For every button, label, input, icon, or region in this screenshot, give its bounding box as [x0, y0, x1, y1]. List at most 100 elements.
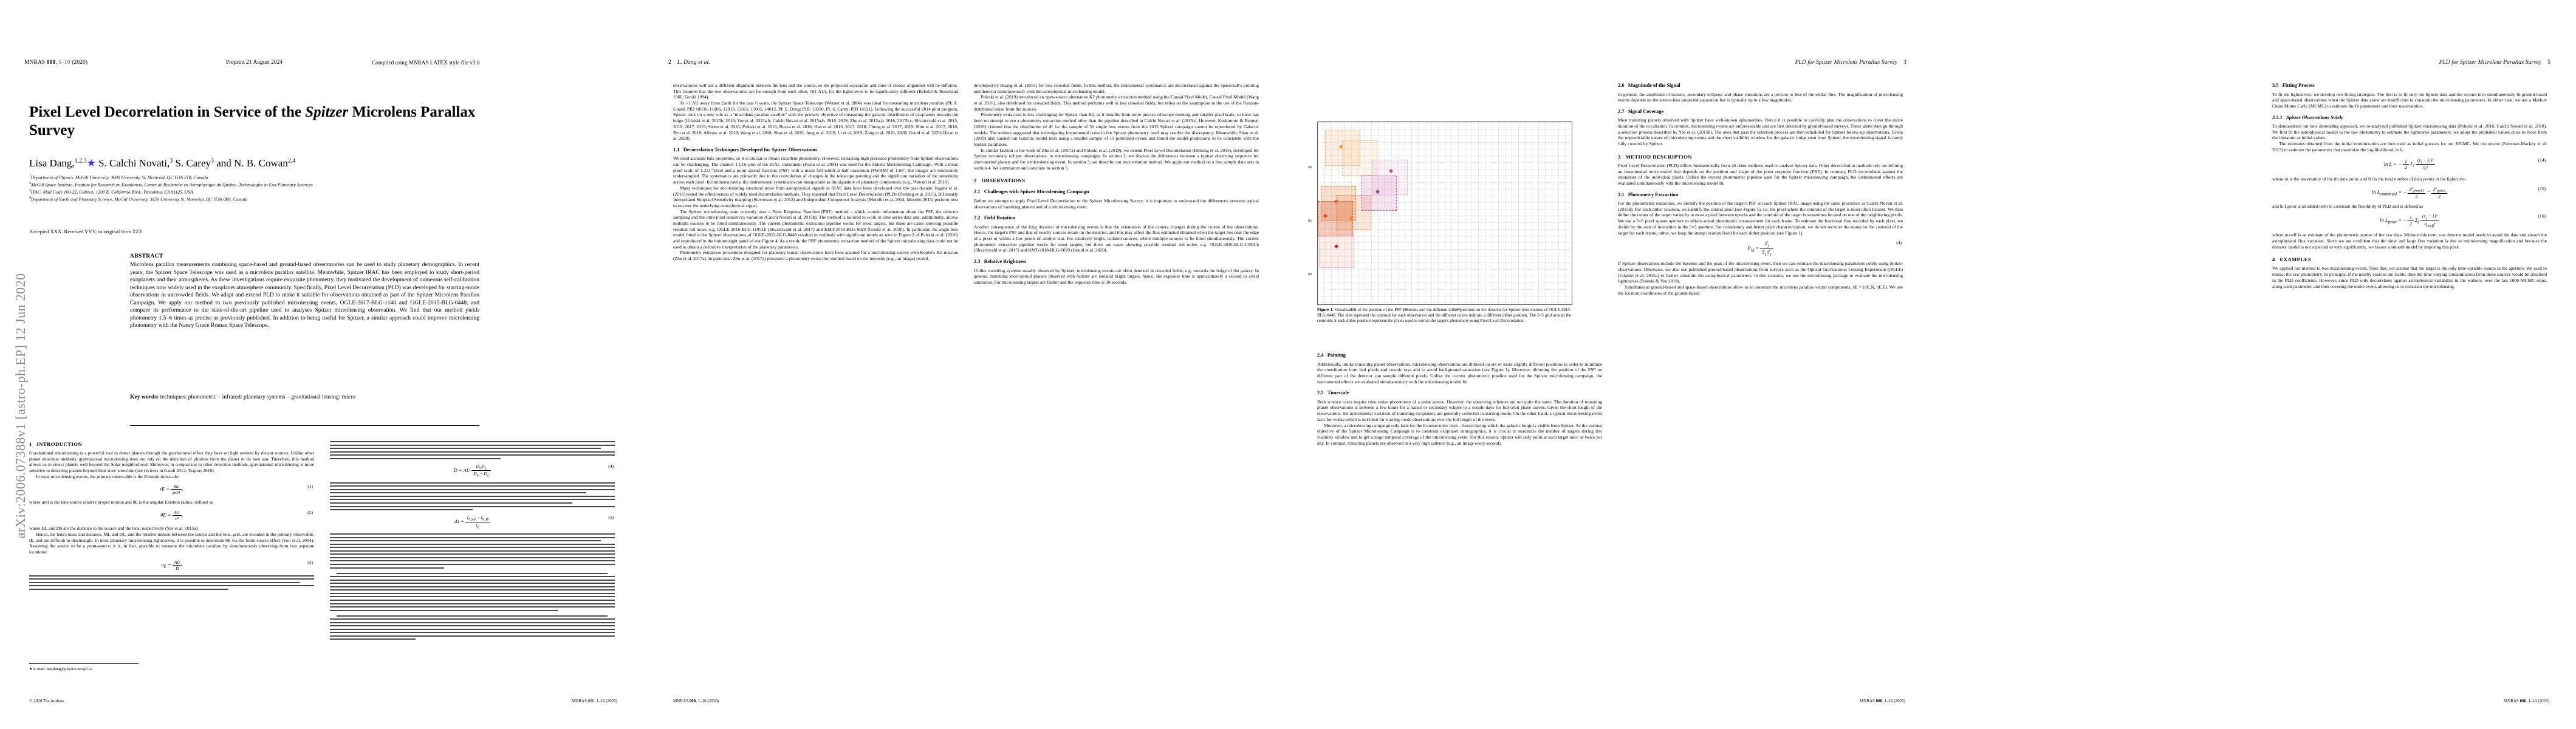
author-1-affil: 1,2,3: [74, 157, 87, 165]
dither-box-1: [1325, 131, 1360, 166]
arxiv-stamp: arXiv:2006.07388v1 [astro-ph.EP] 12 Jun …: [13, 273, 28, 539]
compiled-with: Compiled using MNRAS LATEX style file v3…: [372, 60, 480, 66]
p3-c1-para-2: Both science cases require time series p…: [1317, 399, 1602, 422]
intro-paragraph-4: where DL and DS are the distance to the …: [29, 525, 199, 532]
p2-c1-para-2: At >1 AU away from Earth for the past 6 …: [673, 100, 958, 142]
page2-column-1: observatories will see a different align…: [673, 83, 958, 286]
page1-copyright: © 2020 The Authors: [29, 699, 64, 703]
page2-folio: 2: [668, 60, 671, 66]
section-heading-1-1: 1.1 Decorrelation Techniques Developed f…: [673, 146, 818, 152]
p2-c2-para-4: In similar fashion to the work of Zhu et…: [974, 147, 1259, 171]
page1-col2-filler-d: [330, 572, 615, 611]
p3-c2-para-6: Simultaneous ground-based and space-base…: [1618, 284, 1903, 296]
page1-journal-line: MNRAS 000, 1–10 (2020): [24, 60, 88, 66]
page3-column-2: 2.6 Magnitude of the Signal In general, …: [1618, 83, 1903, 446]
author-4: N. B. Cowan: [234, 157, 288, 169]
p5-c1-para-5: and ln Lprior is an added term to constr…: [2272, 203, 2424, 209]
keywords-label: Key words:: [130, 394, 159, 400]
page2-head-author: L. Dang et al.: [677, 60, 710, 66]
page5-footer-ref: MNRAS 000, 1–10 (2020): [2503, 699, 2549, 703]
paper-page-3: PLD for Spitzer Microlens Parallax Surve…: [1288, 0, 1932, 729]
page2-columns: observatories will see a different align…: [673, 83, 1259, 286]
author-2: S. Calchi Novati,: [98, 157, 170, 169]
p5-c1-para-6: where σcoeff is an estimate of the photo…: [2272, 232, 2547, 250]
page3-footer-ref: MNRAS 000, 1–10 (2020): [1859, 699, 1905, 703]
p2-c1-para-5: The Spitzer microlensing team currently …: [673, 208, 958, 250]
affiliation-1: 1Department of Physics, McGill Universit…: [29, 174, 208, 180]
p2-c2-para-1: developed by Huang et al. (2015) for les…: [974, 83, 1259, 94]
abstract-heading: ABSTRACT: [130, 253, 163, 259]
page3-folio: 3: [1903, 60, 1906, 66]
p2-c1-para-1: observatories will see a different align…: [673, 83, 958, 100]
journal-name: MNRAS: [24, 60, 46, 66]
page-title: Pixel Level Decorrelation in Service of …: [29, 103, 503, 139]
page1-col2-filler-c: [330, 533, 615, 569]
intro-paragraph-2: In most microlensing events, the primary…: [36, 473, 179, 479]
page3-column-1: 2.4 Pointing Additionally, unlike transi…: [1317, 83, 1602, 446]
p3-c2-para-1: In general, the amplitude of transits, s…: [1618, 91, 1903, 103]
equation-4-col2: D̃ = AU DSDL DS − DL (4): [453, 463, 614, 478]
p2-c2-para-5: Before we attempt to apply Pixel Level D…: [974, 197, 1259, 210]
p3-c1-para-1: Additionally, unlike transiting planet o…: [1317, 361, 1602, 385]
page5-column-1: 3.5 Fitting Process To fit the lightcurv…: [2272, 83, 2547, 289]
y-tick-b: 85: [1308, 219, 1312, 223]
intro-paragraph-1: Gravitational microlensing is a powerful…: [29, 450, 314, 474]
dither-box-7: [1362, 176, 1397, 211]
page1-col2-filler-e: [330, 615, 615, 640]
title-italic-spitzer: Spitzer: [305, 104, 349, 120]
p2-c2-para-2: Poleski et al. (2019) introduced an open…: [974, 94, 1259, 112]
title-part-b: Microlens Parallax Survey: [29, 104, 476, 139]
p2-c1-para-4: Many techniques for decorrelating struct…: [673, 185, 958, 208]
footnote-rule: [29, 663, 139, 664]
figure-1-spacer: [1317, 83, 1602, 347]
affiliation-3: 3IPAC, Mail Code 100-22, Caltech, 1200 E…: [29, 189, 193, 195]
author-3: S. Carey: [175, 157, 211, 169]
page2-running-head: 2 L. Dang et al.: [668, 60, 710, 66]
title-part-a: Pixel Level Decorrelation in Service of …: [29, 104, 306, 120]
affiliation-4: 4Department of Earth and Planetary Scien…: [29, 196, 248, 202]
dither-box-5: [1336, 195, 1371, 230]
page3-running-head: PLD for Spitzer Microlens Parallax Surve…: [1795, 60, 1906, 66]
p3-c2-para-4: For the photometric extraction, we ident…: [1618, 200, 1903, 236]
page2-footer-ref: MNRAS 000, 1–10 (2020): [673, 699, 719, 703]
figure-1-plot: 135 140 145 80 85 90: [1308, 122, 1572, 312]
equation-2: θE = 4G c², (2): [160, 510, 313, 522]
journal-year: (2020): [72, 60, 88, 66]
affiliation-2: 2McGill Space Institute, Institute for R…: [29, 182, 313, 188]
section-heading-2-7: 2.7 Signal Coverage: [1618, 108, 1664, 114]
section-heading-method: 3 METHOD DESCRIPTION: [1618, 153, 1693, 160]
page5-head-title: PLD for Spitzer Microlens Parallax Surve…: [2439, 60, 2542, 66]
section-heading-observations: 2 OBSERVATIONS: [974, 177, 1026, 184]
page1-col2-filler-b: [330, 482, 615, 511]
author-4-affil: 2,4: [287, 157, 296, 165]
author-list: Lisa Dang,1,2,3★ S. Calchi Novati, 3 S. C…: [29, 157, 576, 169]
figure-1: 135 140 145 80 85 90 Figure 1. Visualisa…: [1308, 122, 1572, 324]
journal-pages[interactable]: 1–10: [58, 60, 70, 66]
page5-running-head: PLD for Spitzer Microlens Parallax Surve…: [2439, 60, 2550, 66]
author-3-affil: 3: [211, 157, 214, 165]
page1-footer-ref: MNRAS 000, 1–10 (2020): [571, 699, 617, 703]
p2-c2-para-6: Another consequence of the long duration…: [974, 224, 1259, 253]
equation-15: ln Lcombined = − χ²ground 2 − χ²space 2 (1…: [2371, 186, 2546, 199]
intro-paragraph-3: where μrel is the lens-source relative p…: [29, 499, 213, 505]
dither-box-2: [1342, 140, 1377, 176]
section-heading-2-1: 2.1 Challenges with Spitzer Microlensing…: [974, 189, 1089, 195]
p2-c1-para-3: We need accurate lens properties, so it …: [673, 156, 958, 185]
dither-box-8: [1372, 160, 1408, 195]
author-1: Lisa Dang,: [29, 157, 75, 169]
affiliations-block: 1Department of Physics, McGill Universit…: [29, 174, 625, 203]
p3-c2-para-3: Pixel Level Decorrelation (PLD) differs …: [1618, 162, 1903, 186]
paper-page-5: PLD for Spitzer Microlens Parallax Surve…: [1932, 0, 2576, 729]
section-heading-examples: 4 EXAMPLES: [2272, 256, 2312, 263]
intro-filler-lines-1: [29, 575, 314, 590]
corresponding-star-icon: ★: [86, 157, 96, 169]
author-conjunction: and: [216, 157, 231, 169]
section-heading-3-1: 3.1 Photometry Extraction: [1618, 191, 1679, 197]
p3-c1-para-3: Moreover, a microlensing campaign only l…: [1317, 422, 1602, 446]
journal-volume: 000: [46, 60, 56, 66]
equation-3: πE = AU D̃ (3): [161, 559, 313, 571]
page5-columns: 3.5 Fitting Process To fit the lightcurv…: [2272, 83, 2547, 289]
section-heading-2-3: 2.3 Relative Brightness: [974, 259, 1027, 265]
